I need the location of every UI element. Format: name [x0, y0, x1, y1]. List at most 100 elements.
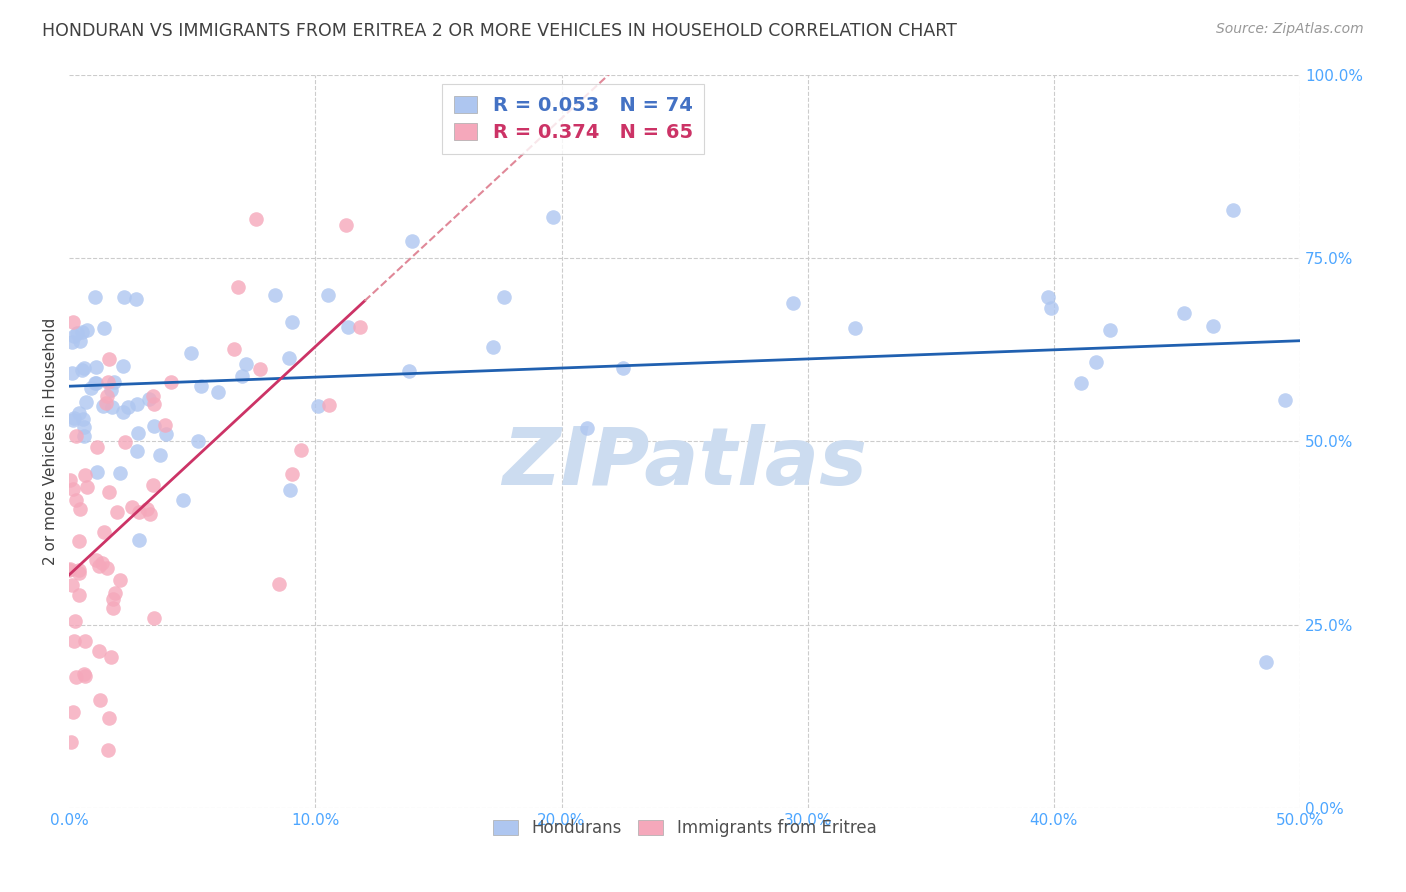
Point [69, 566, 91, 581]
Point [97, 485, 120, 500]
Point [100, 649, 122, 664]
Point [277, 351, 299, 365]
Point [73, 669, 96, 683]
Point [80, 382, 103, 396]
Point [58, 563, 80, 577]
Point [280, 315, 302, 329]
Point [135, 501, 157, 516]
Point [127, 426, 149, 441]
Point [93, 320, 115, 334]
Point [73, 429, 96, 443]
Point [93, 524, 115, 539]
Point [318, 398, 340, 412]
Point [63, 329, 86, 343]
Point [1222, 202, 1244, 217]
Point [83, 290, 105, 304]
Point [128, 505, 150, 519]
Point [138, 392, 160, 406]
Point [103, 375, 125, 389]
Point [104, 586, 127, 600]
Point [492, 290, 515, 304]
Point [89, 643, 111, 657]
Point [84, 376, 107, 390]
Point [62, 482, 84, 496]
Point [108, 466, 131, 480]
Point [58, 561, 80, 575]
Text: HONDURAN VS IMMIGRANTS FROM ERITREA 2 OR MORE VEHICLES IN HOUSEHOLD CORRELATION : HONDURAN VS IMMIGRANTS FROM ERITREA 2 OR… [42, 22, 957, 40]
Point [101, 601, 124, 615]
Point [249, 362, 271, 376]
Point [401, 234, 423, 248]
Point [143, 419, 166, 434]
Point [172, 493, 194, 508]
Point [59, 735, 82, 749]
Point [114, 435, 136, 450]
Point [224, 343, 246, 357]
Point [782, 295, 804, 310]
Point [143, 610, 166, 624]
Point [86, 440, 108, 454]
Point [70, 325, 93, 339]
Point [142, 478, 165, 492]
Point [844, 321, 866, 335]
Point [190, 379, 212, 393]
Point [91, 556, 114, 570]
Text: Source: ZipAtlas.com: Source: ZipAtlas.com [1216, 22, 1364, 37]
Point [86, 465, 108, 479]
Point [62, 413, 84, 427]
Point [349, 319, 371, 334]
Point [63, 614, 86, 628]
Point [59, 473, 82, 487]
Point [108, 573, 131, 587]
Point [73, 361, 96, 376]
Point [1256, 655, 1278, 669]
Point [97, 743, 120, 757]
Point [1036, 290, 1059, 304]
Point [76, 479, 98, 493]
Point [98, 351, 121, 366]
Point [62, 705, 84, 719]
Point [264, 288, 287, 302]
Point [187, 434, 209, 448]
Point [65, 493, 87, 508]
Point [72, 411, 94, 425]
Point [482, 340, 505, 354]
Point [121, 500, 143, 514]
Point [1039, 301, 1062, 315]
Point [235, 357, 257, 371]
Point [180, 345, 202, 359]
Point [84, 360, 107, 375]
Point [153, 417, 176, 432]
Point [65, 670, 87, 684]
Point [231, 369, 253, 384]
Point [112, 289, 135, 303]
Point [576, 421, 599, 435]
Point [1070, 376, 1092, 391]
Point [307, 400, 329, 414]
Point [96, 396, 118, 410]
Point [111, 359, 134, 373]
Point [70, 363, 93, 377]
Point [75, 395, 97, 409]
Point [1173, 306, 1195, 320]
Point [60, 366, 83, 380]
Point [142, 397, 165, 411]
Point [91, 399, 114, 413]
Point [149, 448, 172, 462]
Point [278, 483, 301, 497]
Point [117, 400, 139, 414]
Point [290, 443, 312, 458]
Point [207, 385, 229, 400]
Point [245, 211, 267, 226]
Point [69, 334, 91, 348]
Point [226, 280, 249, 294]
Point [612, 361, 634, 376]
Point [1099, 323, 1122, 337]
Point [69, 502, 91, 516]
Point [96, 560, 118, 574]
Point [541, 210, 564, 224]
Point [155, 426, 177, 441]
Point [83, 376, 105, 391]
Point [76, 323, 98, 337]
Point [128, 533, 150, 547]
